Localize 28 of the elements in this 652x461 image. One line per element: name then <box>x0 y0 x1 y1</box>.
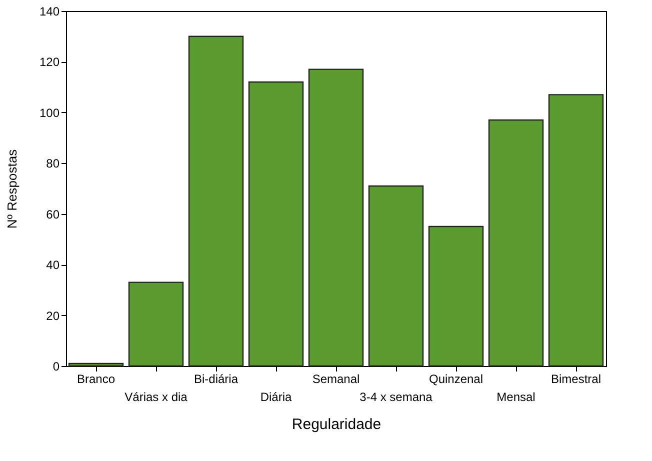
x-tick-label: Diária <box>260 390 292 404</box>
x-tick-label: Semanal <box>312 372 360 386</box>
y-axis-title: Nº Respostas <box>4 148 20 229</box>
x-tick-label: Várias x dia <box>124 390 188 404</box>
x-tick-label: Quinzenal <box>428 372 484 386</box>
y-tick-label: 60 <box>46 207 60 222</box>
bar <box>488 119 544 367</box>
y-tick-label: 100 <box>39 106 60 120</box>
y-tick-label: 40 <box>46 258 60 272</box>
y-tick-label: 80 <box>46 156 60 171</box>
x-tick-label: 3-4 x semana <box>360 390 433 404</box>
bar <box>368 185 424 367</box>
bar <box>188 36 244 367</box>
y-tick-label: 0 <box>52 360 60 374</box>
bar <box>428 226 484 367</box>
y-tick-label: 20 <box>46 308 60 323</box>
y-tick-label: 140 <box>39 4 60 18</box>
x-tick-label: Bimestral <box>550 372 602 386</box>
x-axis-title: Regularidade <box>292 416 382 433</box>
bar <box>128 282 184 367</box>
x-tick-label: Branco <box>76 372 116 386</box>
x-tick-label: Bi-diária <box>194 372 238 386</box>
bar <box>548 94 604 367</box>
bar <box>308 68 364 367</box>
bar <box>248 81 304 367</box>
bar <box>68 362 124 367</box>
x-tick-label: Mensal <box>496 390 536 404</box>
y-tick-label: 120 <box>39 55 60 70</box>
